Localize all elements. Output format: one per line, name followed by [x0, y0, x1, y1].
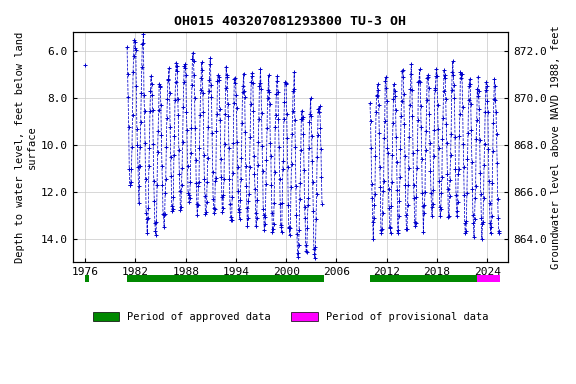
Legend: Period of approved data, Period of provisional data: Period of approved data, Period of provi…: [88, 308, 492, 326]
Y-axis label: Groundwater level above NAVD 1988, feet: Groundwater level above NAVD 1988, feet: [551, 25, 561, 269]
Title: OH015 403207081293800 TU-3 OH: OH015 403207081293800 TU-3 OH: [175, 15, 407, 28]
Y-axis label: Depth to water level, feet below land
surface: Depth to water level, feet below land su…: [15, 31, 37, 263]
